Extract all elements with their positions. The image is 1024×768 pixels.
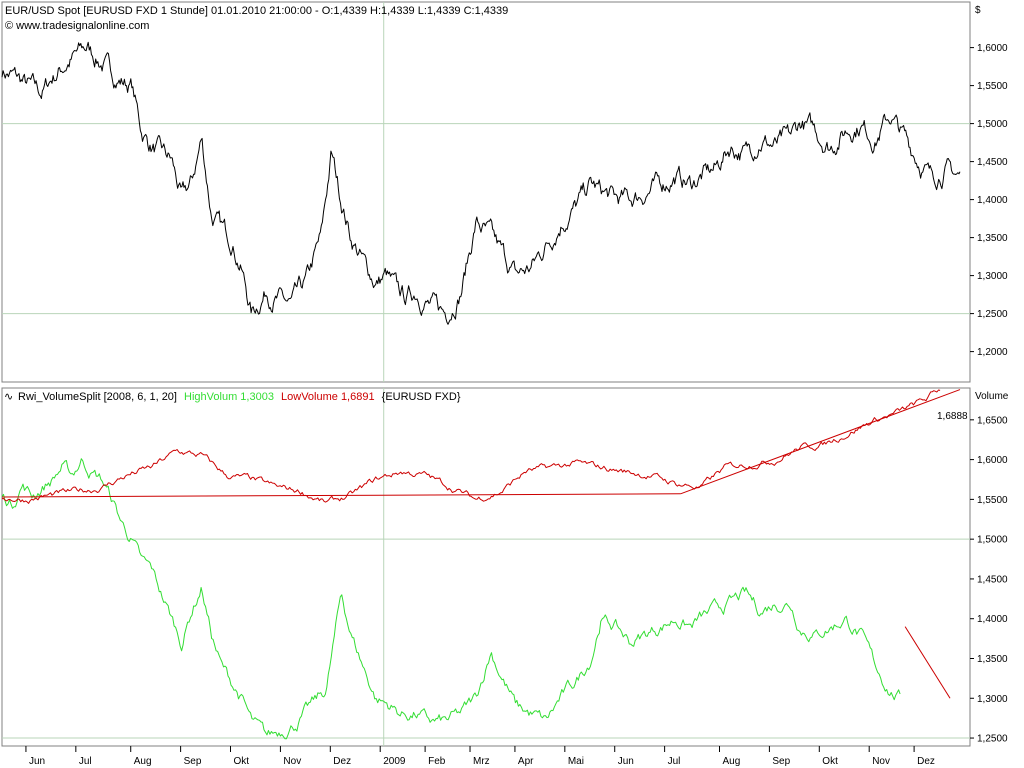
y-tick-label: 1,6000	[977, 43, 1008, 54]
y-tick-label: 1,4000	[977, 195, 1008, 206]
high-volume-label: HighVolum 1,3003	[184, 391, 274, 403]
series-line-highvolum	[1, 458, 901, 740]
x-tick-label: Sep	[772, 756, 790, 767]
last-value-label: 1,6888	[937, 411, 968, 422]
price-grid	[2, 2, 970, 382]
volume-grid	[2, 388, 970, 746]
x-tick-label: Jul	[668, 756, 681, 767]
y-tick-label: 1,2000	[977, 347, 1008, 358]
x-tick-label: Mrz	[473, 756, 490, 767]
low-volume-label: LowVolume 1,6891	[281, 391, 375, 403]
y-tick-label: 1,3500	[977, 233, 1008, 244]
y-tick-label: 1,5000	[977, 119, 1008, 130]
series-line-lowvolume	[1, 389, 941, 504]
x-tick-label: Apr	[518, 756, 534, 767]
y-tick-label: 1,6000	[977, 455, 1008, 466]
x-tick-label: Dez	[917, 756, 935, 767]
x-tick-label: Okt	[234, 756, 250, 767]
y-tick-label: 1,4000	[977, 614, 1008, 625]
x-tick-label: Jul	[79, 756, 92, 767]
x-tick-label: Mai	[568, 756, 584, 767]
y-tick-label: 1,4500	[977, 574, 1008, 585]
x-tick-label: Sep	[184, 756, 202, 767]
y-tick-label: 1,6500	[977, 415, 1008, 426]
price-y-axis: 1,2000 1,2500 1,3000 1,3500 1,4000 1,4500 1,50…	[970, 43, 1008, 358]
source-watermark: © www.tradesignalonline.com	[5, 20, 149, 32]
x-tick-label: Aug	[723, 756, 741, 767]
svg-text:Rwi_VolumeSplit [2008, 6, 1, 2: Rwi_VolumeSplit [2008, 6, 1, 20] HighVol…	[18, 391, 461, 403]
price-panel-title: EUR/USD Spot [EURUSD FXD 1 Stunde] 01.01…	[5, 5, 508, 17]
x-tick-label: Nov	[283, 756, 301, 767]
x-tick-label: 2009	[383, 756, 406, 767]
trend-segment	[680, 389, 961, 495]
y-tick-label: 1,5500	[977, 81, 1008, 92]
x-tick-label: Jun	[618, 756, 634, 767]
price-series	[1, 41, 961, 325]
y-tick-label: 1,5000	[977, 535, 1008, 546]
y-tick-label: 1,5500	[977, 495, 1008, 506]
x-tick-label: Aug	[134, 756, 152, 767]
time-x-axis: Jun Jul Aug Sep Okt Nov Dez 2009 Feb Mrz Apr Mai Jun…	[25, 746, 935, 767]
price-panel-frame	[1, 1, 971, 383]
y-tick-label: 1,2500	[977, 734, 1008, 745]
volume-y-axis: 1,2500 1,3000 1,3500 1,4000 1,4500 1,5000 1,55…	[970, 415, 1008, 745]
price-axis-unit: $	[975, 5, 981, 16]
volume-series	[1, 389, 961, 740]
y-tick-label: 1,2500	[977, 309, 1008, 320]
x-tick-label: Nov	[872, 756, 890, 767]
x-tick-label: Dez	[333, 756, 351, 767]
trend-segment	[1, 493, 681, 498]
y-tick-label: 1,3000	[977, 271, 1008, 282]
indicator-symbol: {EURUSD FXD}	[382, 391, 461, 403]
y-tick-label: 1,3000	[977, 694, 1008, 705]
x-tick-label: Okt	[822, 756, 838, 767]
y-tick-label: 1,3500	[977, 654, 1008, 665]
volume-axis-unit: Volume	[975, 391, 1009, 402]
indicator-icon: ∿	[4, 391, 13, 403]
volume-panel-legend: ∿ Rwi_VolumeSplit [2008, 6, 1, 20] HighV…	[4, 391, 461, 403]
x-tick-label: Jun	[29, 756, 45, 767]
trend-segment	[904, 626, 951, 699]
y-tick-label: 1,4500	[977, 157, 1008, 168]
volume-panel-frame	[1, 387, 971, 747]
x-tick-label: Feb	[428, 756, 446, 767]
series-line-eur-usd-spot	[1, 41, 961, 325]
indicator-name: Rwi_VolumeSplit [2008, 6, 1, 20]	[18, 391, 177, 403]
